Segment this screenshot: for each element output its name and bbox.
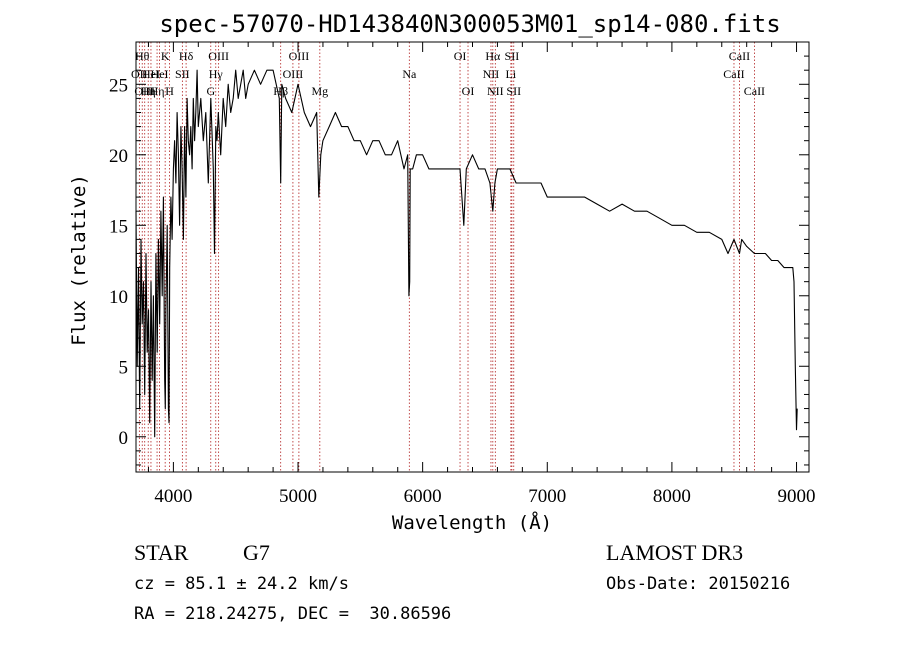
line-marker-label: OII [131, 67, 148, 81]
plot-frame [135, 41, 810, 473]
object-subclass: G7 [243, 540, 270, 565]
x-axis: 4000 5000 6000 7000 8000 9000 [147, 42, 816, 507]
line-marker-label: Hδ [179, 49, 194, 63]
y-tick-label: 15 [109, 216, 128, 237]
x-tick-label: 5000 [279, 486, 317, 507]
y-tick-label: 5 [119, 357, 129, 378]
line-marker-label: OIII [208, 49, 229, 63]
line-marker-label: OIII [134, 84, 155, 98]
line-marker-label: Mg [311, 84, 328, 98]
line-marker-label: OI [462, 84, 475, 98]
y-tick-label: 0 [119, 428, 129, 449]
line-marker-label: SII [175, 67, 190, 81]
line-marker-label: CaII [729, 49, 750, 63]
line-marker-label: G [206, 84, 215, 98]
survey-name: LAMOST DR3 [606, 540, 743, 565]
line-marker-label: Na [402, 67, 417, 81]
line-marker-label: OIII [283, 67, 304, 81]
line-marker-label: HeI [142, 67, 160, 81]
x-axis-label: Wavelength (Å) [392, 511, 552, 534]
line-marker-label: Hη [150, 84, 165, 98]
line-marker-label: NII [483, 67, 500, 81]
line-marker-label: SII [505, 49, 520, 63]
line-marker-label: OIII [289, 49, 310, 63]
y-tick-label: 20 [109, 146, 128, 167]
observation-date: Obs-Date: 20150216 [606, 574, 790, 594]
x-tick-label: 9000 [778, 486, 816, 507]
x-tick-label: 4000 [154, 486, 192, 507]
line-marker-label: OI [454, 49, 467, 63]
sky-coordinates: RA = 218.24275, DEC = 30.86596 [134, 604, 451, 624]
line-marker-label: CaII [723, 67, 744, 81]
line-marker-label: Hγ [209, 67, 224, 81]
line-marker-label: Hθ [135, 49, 150, 63]
line-marker-label: NII [487, 84, 504, 98]
line-marker-label: H [165, 84, 174, 98]
y-axis: 0 5 10 15 20 25 [109, 41, 809, 466]
line-marker-label: Li [506, 67, 517, 81]
line-marker-label: K [161, 49, 170, 63]
object-class: STAR [134, 540, 189, 565]
line-marker-label: HeI [151, 67, 169, 81]
spectrum-line [135, 69, 798, 438]
spectrum-series [135, 69, 798, 438]
line-marker-label: SII [506, 84, 521, 98]
y-axis-label: Flux (relative) [68, 174, 90, 346]
y-tick-label: 10 [109, 287, 128, 308]
line-marker-label: CaII [744, 84, 765, 98]
x-tick-label: 8000 [653, 486, 691, 507]
line-marker-labels: OIIHθOIIIHηHeIHηHeIKHSIIHδGHγOIIIHβOIIIO… [131, 49, 765, 98]
line-marker-label: Hα [485, 49, 501, 63]
line-marker-label: Hη [141, 84, 156, 98]
redshift-cz: cz = 85.1 ± 24.2 km/s [134, 574, 349, 594]
line-marker-label: Hβ [273, 84, 288, 98]
x-tick-label: 7000 [528, 486, 566, 507]
y-tick-label: 25 [109, 75, 128, 96]
chart-title: spec-57070-HD143840N300053M01_sp14-080.f… [159, 10, 780, 38]
x-tick-label: 6000 [404, 486, 442, 507]
